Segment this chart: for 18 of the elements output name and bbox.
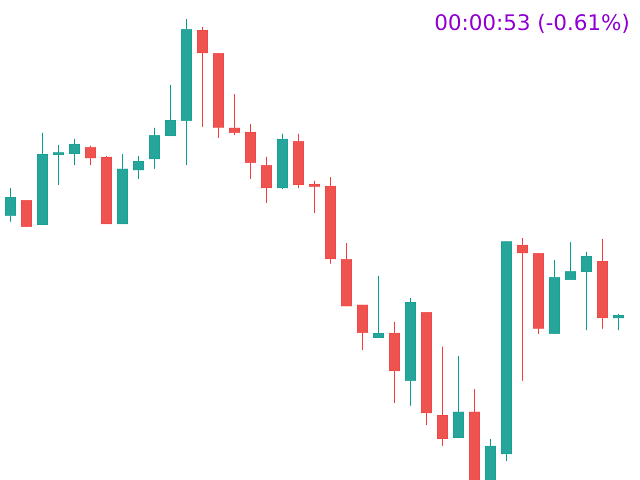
candlestick: [581, 251, 592, 331]
candlestick: [5, 188, 16, 222]
candlestick: [309, 180, 320, 214]
candlestick: [373, 275, 384, 338]
candlestick: [437, 346, 448, 446]
candlestick: [133, 155, 144, 180]
candlestick: [53, 144, 64, 186]
candlestick: [261, 156, 272, 204]
candlestick: [149, 127, 160, 170]
candlestick: [517, 237, 528, 382]
candlestick: [69, 138, 80, 166]
candlestick: [197, 26, 208, 128]
annotation: 00:00:53 (-0.61%): [436, 14, 628, 33]
candlestick: [165, 84, 176, 137]
candlestick: [565, 242, 576, 280]
candlestick: [613, 314, 624, 331]
candlestick: [85, 145, 96, 166]
candlestick: [229, 94, 240, 136]
